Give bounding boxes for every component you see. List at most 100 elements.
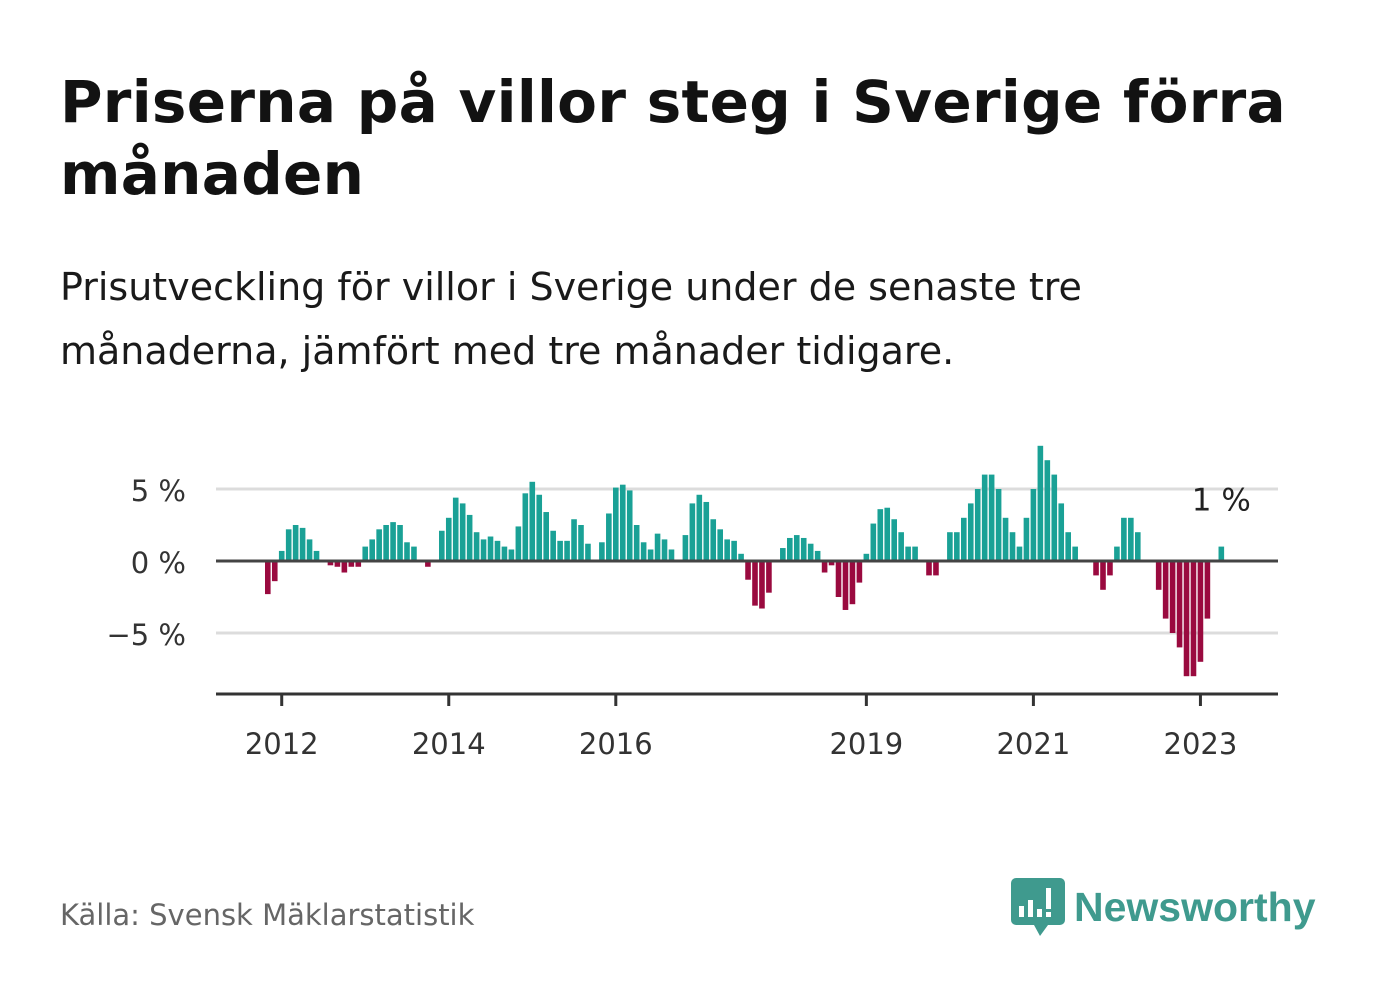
bar	[397, 525, 403, 561]
bar	[1190, 561, 1197, 677]
newsworthy-logo: Newsworthy	[1010, 876, 1316, 938]
bar	[425, 561, 431, 567]
bar	[863, 553, 870, 561]
bar	[1051, 474, 1058, 561]
bar	[905, 546, 911, 561]
bar	[800, 537, 807, 561]
y-tick-label: −5 %	[106, 618, 186, 652]
bar	[877, 509, 884, 561]
bar	[766, 561, 772, 593]
bar	[654, 533, 661, 561]
bar	[390, 522, 396, 561]
bar	[724, 539, 730, 561]
bar	[710, 519, 717, 561]
bar	[1023, 517, 1030, 561]
bar	[1016, 546, 1023, 561]
bar	[640, 542, 647, 561]
bar	[981, 474, 988, 561]
bar	[703, 501, 710, 561]
bar	[1058, 503, 1065, 561]
x-tick-label: 2012	[245, 727, 319, 761]
bar	[745, 561, 751, 580]
bar	[884, 507, 891, 561]
bar	[327, 561, 334, 566]
newsworthy-logo-icon	[1011, 878, 1065, 936]
bar	[1044, 460, 1051, 561]
bar	[445, 517, 452, 561]
bar	[1155, 561, 1162, 590]
bar	[898, 532, 904, 561]
bar	[995, 489, 1002, 561]
bar	[1002, 517, 1009, 561]
bar	[954, 532, 960, 561]
bar	[571, 519, 577, 561]
bar	[536, 494, 543, 561]
bar	[578, 525, 584, 561]
x-tick-label: 2019	[829, 727, 903, 761]
bar	[452, 497, 459, 561]
bar	[1114, 546, 1120, 561]
bar	[835, 561, 842, 597]
bar	[842, 561, 849, 610]
bar	[383, 525, 389, 561]
bar	[439, 530, 445, 561]
bar	[376, 529, 382, 561]
bar	[647, 549, 654, 561]
brand-name: Newsworthy	[1074, 883, 1316, 930]
bar	[411, 546, 417, 561]
bar	[870, 523, 877, 561]
bar	[814, 550, 821, 561]
bar	[626, 490, 633, 561]
bar	[585, 543, 591, 561]
bar	[807, 543, 814, 561]
bar	[1204, 561, 1211, 619]
x-tick-label: 2021	[996, 727, 1070, 761]
bar	[1218, 546, 1225, 561]
y-tick-label: 5 %	[131, 474, 186, 508]
bar	[369, 539, 375, 561]
bar	[515, 526, 522, 561]
bar	[1197, 561, 1204, 662]
x-tick-label: 2023	[1164, 727, 1238, 761]
bar	[404, 542, 410, 561]
bar	[522, 493, 529, 561]
bar	[988, 474, 995, 561]
bar	[348, 561, 355, 567]
x-tick-label: 2016	[579, 727, 653, 761]
bar	[292, 525, 299, 561]
bar	[738, 553, 744, 561]
bar	[661, 539, 668, 561]
bar	[1176, 561, 1183, 648]
bar	[1065, 532, 1071, 561]
bar	[689, 503, 696, 561]
bar	[633, 525, 640, 561]
bar	[961, 517, 967, 561]
bar	[494, 540, 501, 561]
bar	[487, 536, 494, 561]
bar	[1128, 517, 1134, 561]
bar	[912, 546, 918, 561]
bar	[849, 561, 856, 605]
bar	[891, 519, 897, 561]
bar	[341, 561, 348, 573]
bar	[1009, 532, 1016, 561]
bar	[299, 527, 306, 561]
bar	[459, 503, 466, 561]
bar	[473, 532, 480, 561]
bar	[787, 537, 793, 561]
bar	[466, 514, 473, 561]
bar	[780, 548, 786, 561]
bar	[717, 529, 723, 561]
bar	[529, 481, 536, 561]
bar	[1037, 445, 1044, 561]
bar	[668, 549, 675, 561]
bar	[271, 561, 278, 582]
bar	[265, 561, 271, 595]
bar	[752, 561, 758, 606]
bar	[1093, 561, 1099, 576]
bar	[947, 532, 953, 561]
x-tick-label: 2014	[412, 727, 486, 761]
bar	[543, 512, 549, 561]
bar	[278, 550, 285, 561]
bar	[696, 494, 703, 561]
